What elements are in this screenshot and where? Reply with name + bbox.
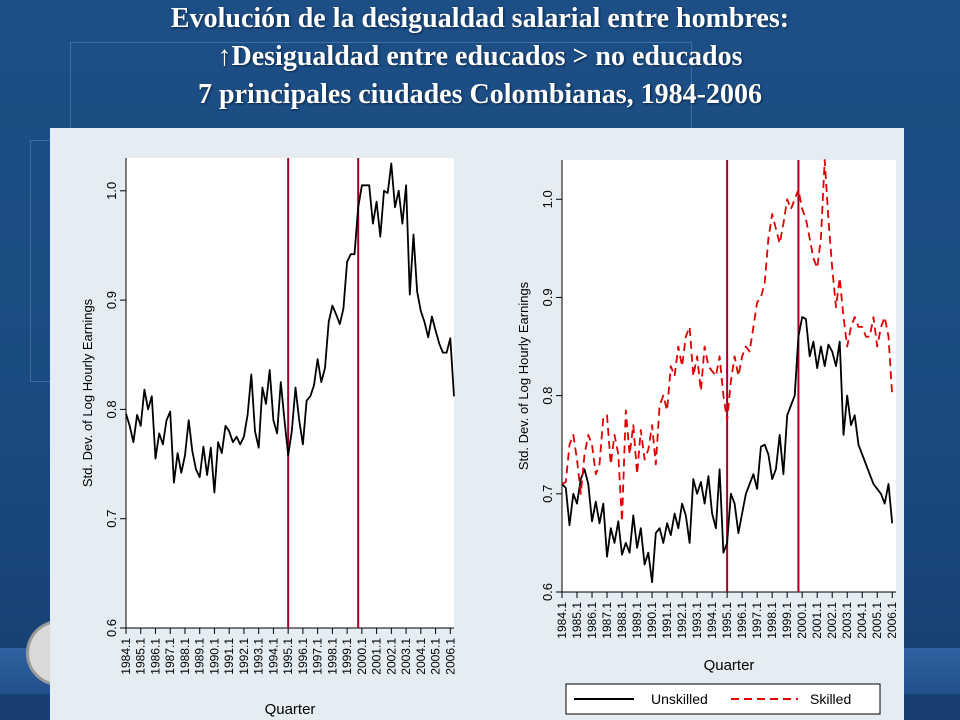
x-tick-label: 1991.1 — [222, 638, 236, 675]
x-tick-label: 2004.1 — [414, 638, 428, 675]
x-tick-label: 1989.1 — [630, 602, 644, 639]
title-line-2: ↑Desigualdad entre educados > no educado… — [0, 38, 960, 76]
plot-area — [126, 158, 454, 628]
x-tick-label: 1994.1 — [705, 602, 719, 639]
x-tick-label: 1998.1 — [325, 638, 339, 675]
x-tick-label: 1987.1 — [600, 602, 614, 639]
x-tick-label: 1997.1 — [750, 602, 764, 639]
y-tick-label: 0.6 — [104, 619, 119, 637]
x-tick-label: 2001.1 — [810, 602, 824, 639]
x-tick-label: 1999.1 — [780, 602, 794, 639]
x-tick-label: 1992.1 — [675, 602, 689, 639]
x-tick-label: 1989.1 — [193, 638, 207, 675]
x-tick-label: 1986.1 — [148, 638, 162, 675]
x-tick-label: 1995.1 — [720, 602, 734, 639]
x-tick-label: 1990.1 — [645, 602, 659, 639]
series-line-total — [125, 162, 455, 494]
x-tick-label: 2001.1 — [370, 638, 384, 675]
x-tick-label: 2004.1 — [855, 602, 869, 639]
x-axis-title: Quarter — [704, 657, 755, 674]
series-line-unskilled — [561, 316, 894, 584]
title-line-2-text: Desigualdad entre educados > no educados — [231, 41, 743, 72]
x-tick-label: 1999.1 — [340, 638, 354, 675]
x-tick-label: 2003.1 — [840, 602, 854, 639]
y-tick-label: 0.9 — [540, 288, 555, 306]
x-tick-label: 1996.1 — [296, 638, 310, 675]
title-line-3: 7 principales ciudades Colombianas, 1984… — [198, 79, 762, 110]
x-tick-label: 1992.1 — [237, 638, 251, 675]
x-tick-label: 2003.1 — [399, 638, 413, 675]
y-tick-label: 0.6 — [540, 583, 555, 601]
x-tick-label: 1990.1 — [207, 638, 221, 675]
x-tick-label: 2006.1 — [885, 602, 899, 639]
y-tick-label: 0.8 — [540, 387, 555, 405]
y-axis-title: Std. Dev. of Log Hourly Earnings — [516, 281, 531, 470]
y-tick-label: 1.0 — [104, 182, 119, 200]
y-tick-label: 0.7 — [104, 510, 119, 528]
x-tick-label: 2002.1 — [384, 638, 398, 675]
title-line-1: Evolución de la desigualdad salarial ent… — [170, 3, 790, 34]
slide-title: Evolución de la desigualdad salarial ent… — [0, 0, 960, 114]
x-tick-label: 1995.1 — [281, 638, 295, 675]
series-line-skilled — [561, 159, 894, 523]
x-tick-label: 2002.1 — [825, 602, 839, 639]
x-tick-label: 1994.1 — [266, 638, 280, 675]
x-axis-title: Quarter — [265, 701, 316, 718]
x-tick-label: 1988.1 — [615, 602, 629, 639]
x-tick-label: 1985.1 — [570, 602, 584, 639]
y-tick-label: 0.9 — [104, 291, 119, 309]
x-tick-label: 1986.1 — [585, 602, 599, 639]
y-tick-label: 1.0 — [540, 190, 555, 208]
y-axis-title: Std. Dev. of Log Hourly Earnings — [80, 298, 95, 487]
x-tick-label: 2006.1 — [443, 638, 457, 675]
y-tick-label: 0.8 — [104, 400, 119, 418]
x-tick-label: 1993.1 — [690, 602, 704, 639]
x-tick-label: 1996.1 — [735, 602, 749, 639]
chart-panel: 0.6 0.7 0.8 0.9 1.0 1984.1 1985.1 1986.1 1987.1 1… — [50, 128, 904, 720]
y-tick-label: 0.7 — [540, 485, 555, 503]
x-tick-label: 1998.1 — [765, 602, 779, 639]
legend-box — [565, 683, 881, 715]
x-tick-label: 1988.1 — [178, 638, 192, 675]
legend-label-unskilled: Unskilled — [651, 691, 708, 707]
x-tick-label: 2005.1 — [429, 638, 443, 675]
x-tick-label: 2005.1 — [870, 602, 884, 639]
x-tick-label: 1993.1 — [252, 638, 266, 675]
legend-label-skilled: Skilled — [810, 691, 851, 707]
x-tick-label: 1985.1 — [134, 638, 148, 675]
x-tick-label: 1984.1 — [119, 638, 133, 675]
x-tick-label: 1991.1 — [660, 602, 674, 639]
x-tick-label: 1997.1 — [311, 638, 325, 675]
x-tick-label: 1984.1 — [555, 602, 569, 639]
x-tick-label: 2000.1 — [795, 602, 809, 639]
up-arrow-icon: ↑ — [217, 41, 232, 72]
x-tick-label: 1987.1 — [163, 638, 177, 675]
x-tick-label: 2000.1 — [355, 638, 369, 675]
